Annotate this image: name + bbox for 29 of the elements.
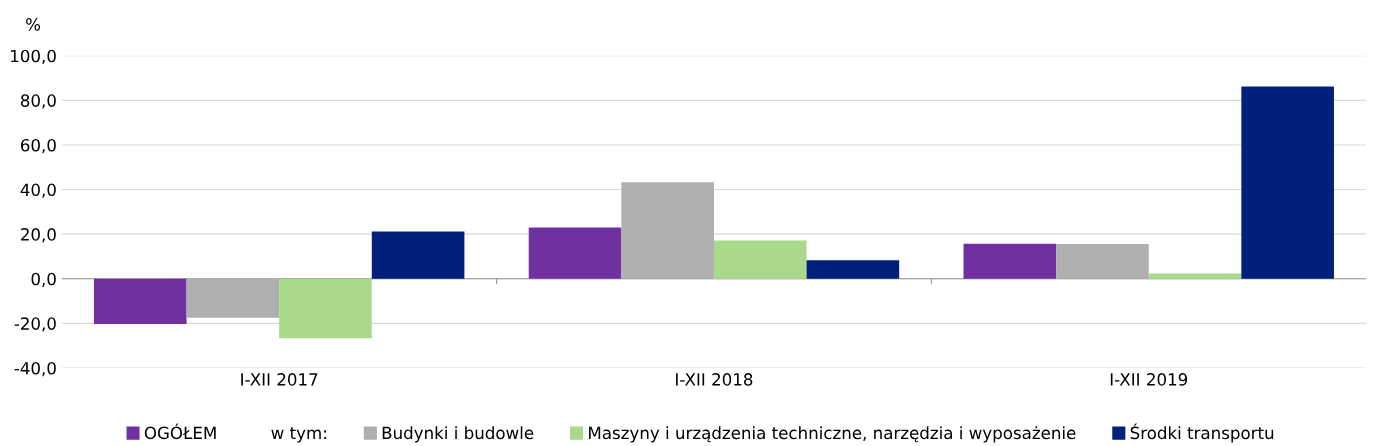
x-tick-label: I-XII 2017 — [241, 373, 318, 386]
y-tick-label: 40,0 — [20, 183, 56, 198]
text: w tym: — [271, 427, 326, 443]
legend-label: Maszyny i urządzenia techniczne, narzędzia i wyposażenie — [589, 426, 1076, 443]
bar — [93, 278, 187, 325]
bar — [279, 278, 372, 339]
x-tick-label: I-XII 2019 — [1110, 373, 1188, 386]
bar — [963, 243, 1057, 279]
x-tick-label: I-XII 2018 — [676, 373, 753, 386]
y-tick-label: -40,0 — [14, 361, 56, 377]
y-tick-label: -20,0 — [14, 317, 56, 332]
bar — [528, 227, 622, 279]
y-tick-label: 60,0 — [20, 138, 56, 154]
y-tick-label: 0,0 — [31, 272, 56, 288]
y-axis-title: % — [26, 18, 41, 31]
legend-label: Środki transportu — [1130, 423, 1274, 443]
y-tick-label: 80,0 — [20, 94, 56, 109]
legend-label: Budynki i budowle — [382, 426, 534, 443]
bar — [621, 182, 714, 279]
bar — [1241, 86, 1334, 279]
y-tick-label: 20,0 — [21, 228, 56, 243]
legend-label: OGÓŁEM — [144, 423, 216, 440]
bar — [713, 240, 807, 279]
bar — [371, 231, 465, 279]
bar — [806, 260, 900, 279]
bar — [1148, 273, 1242, 279]
bar — [186, 278, 280, 318]
bar — [1056, 243, 1149, 279]
y-tick-label: 100,0 — [11, 49, 56, 65]
